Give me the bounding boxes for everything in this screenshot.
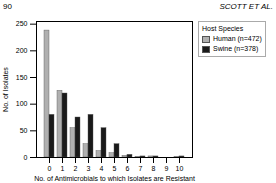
- svg-text:150: 150: [16, 74, 28, 81]
- svg-text:50: 50: [20, 127, 28, 134]
- html-text:Host Species: Host Species: [202, 25, 244, 32]
- svg-text:9: 9: [165, 165, 169, 172]
- svg-text:3: 3: [87, 165, 91, 172]
- svg-text:6: 6: [126, 165, 130, 172]
- svg-text:200: 200: [16, 47, 28, 54]
- html-text:Human (n=472): Human (n=472): [213, 35, 262, 42]
- svg-text:0: 0: [48, 165, 52, 172]
- svg-text:8: 8: [152, 165, 156, 172]
- svg-text:2: 2: [74, 165, 78, 172]
- svg-text:No. of Antimicrobials to which: No. of Antimicrobials to which Isolates …: [34, 175, 195, 182]
- html-text:SCOTT ET AL.: SCOTT ET AL.: [219, 2, 273, 11]
- svg-text:0: 0: [24, 154, 28, 161]
- svg-text:5: 5: [113, 165, 117, 172]
- svg-text:10: 10: [176, 165, 184, 172]
- svg-text:4: 4: [100, 165, 104, 172]
- svg-text:250: 250: [16, 20, 28, 27]
- html-text:Swine (n=378): Swine (n=378): [213, 45, 259, 52]
- svg-text:1: 1: [61, 165, 65, 172]
- svg-text:7: 7: [139, 165, 143, 172]
- svg-text:100: 100: [16, 100, 28, 107]
- html-text:90: 90: [3, 2, 12, 11]
- svg-text:No. of Isolates: No. of Isolates: [2, 67, 9, 112]
